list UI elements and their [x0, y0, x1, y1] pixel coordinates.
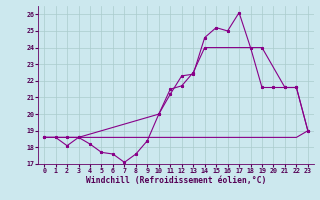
X-axis label: Windchill (Refroidissement éolien,°C): Windchill (Refroidissement éolien,°C) — [86, 176, 266, 185]
